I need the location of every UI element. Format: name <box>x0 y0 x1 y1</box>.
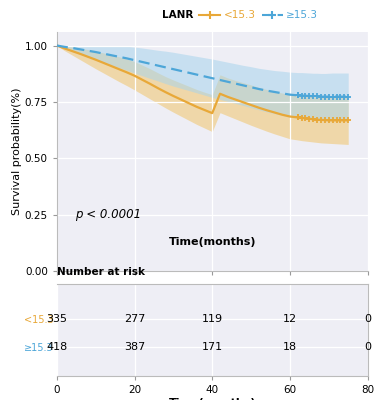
Text: Time(months): Time(months) <box>169 237 256 247</box>
Text: p < 0.0001: p < 0.0001 <box>75 208 142 221</box>
Text: 0: 0 <box>364 314 371 324</box>
Legend: LANR, <15.3, ≥15.3: LANR, <15.3, ≥15.3 <box>134 6 322 24</box>
Text: 18: 18 <box>283 342 297 352</box>
X-axis label: Time(months): Time(months) <box>169 398 256 400</box>
Text: 119: 119 <box>202 314 223 324</box>
Text: 418: 418 <box>46 342 67 352</box>
Text: 171: 171 <box>202 342 223 352</box>
Text: 277: 277 <box>124 314 145 324</box>
Y-axis label: Survival probability(%): Survival probability(%) <box>12 88 22 215</box>
Text: Number at risk: Number at risk <box>57 267 145 277</box>
Text: 335: 335 <box>46 314 67 324</box>
Text: 12: 12 <box>283 314 297 324</box>
Text: 387: 387 <box>124 342 145 352</box>
Text: 0: 0 <box>364 342 371 352</box>
